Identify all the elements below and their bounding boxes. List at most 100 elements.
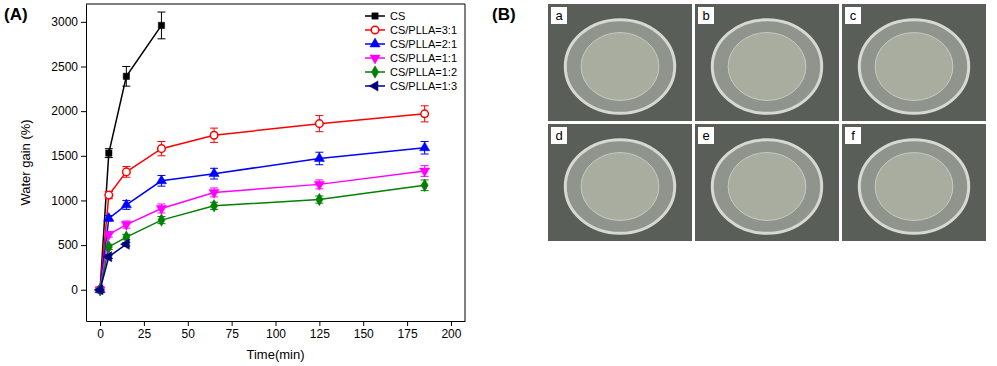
- error-bar-cap: [421, 154, 429, 155]
- photo-label-box: [845, 127, 861, 144]
- y-tick-label: 3000: [51, 15, 78, 29]
- marker: [210, 200, 217, 212]
- x-axis-title: Time(min): [246, 347, 304, 362]
- error-bar: [105, 192, 113, 199]
- legend-label: CS/PLLA=1:2: [390, 66, 457, 78]
- y-tick: 3000: [51, 15, 86, 29]
- legend-label: CS/PLLA=3:1: [390, 24, 457, 36]
- y-tick-label: 2500: [51, 60, 78, 74]
- photo: b: [695, 4, 839, 121]
- legend-item: CS/PLLA=1:1: [365, 52, 457, 64]
- legend-item: CS/PLLA=2:1: [365, 38, 457, 50]
- legend-marker: [371, 66, 378, 78]
- y-tick-label: 2000: [51, 104, 78, 118]
- error-bar: [157, 12, 165, 39]
- x-tick: 75: [225, 321, 239, 341]
- photo: a: [548, 4, 692, 121]
- series-line: [100, 25, 161, 289]
- error-bar-cap: [122, 177, 130, 178]
- y-tick-mark: [81, 200, 86, 201]
- error-bar-cap: [122, 220, 130, 221]
- error-bar-cap: [157, 186, 165, 187]
- photo: f: [842, 124, 986, 241]
- photo: d: [548, 124, 692, 241]
- y-tick-label: 500: [58, 238, 78, 252]
- error-bar-cap: [315, 164, 323, 165]
- x-tick-label: 100: [266, 327, 286, 341]
- error-bar: [105, 149, 113, 158]
- photo-background: [548, 4, 692, 121]
- marker: [158, 145, 166, 153]
- error-bar-cap: [105, 148, 113, 149]
- photo-label: e: [702, 128, 709, 143]
- marker: [121, 222, 131, 231]
- error-bar-cap: [157, 141, 165, 142]
- y-axis: 050010001500200025003000: [51, 5, 86, 322]
- x-tick-mark: [451, 321, 452, 326]
- x-tick-mark: [144, 321, 145, 326]
- panel-label: (B): [492, 5, 516, 24]
- x-tick-label: 50: [182, 327, 196, 341]
- y-tick-label: 1500: [51, 149, 78, 163]
- x-tick-label: 75: [225, 327, 239, 341]
- x-tick-label: 125: [310, 327, 330, 341]
- photo: c: [842, 4, 986, 121]
- legend-label: CS/PLLA=2:1: [390, 38, 457, 50]
- series-line: [100, 114, 425, 290]
- photo-label-box: [551, 127, 567, 144]
- plot-area: [94, 12, 430, 296]
- legend-marker: [371, 26, 379, 34]
- marker: [316, 193, 323, 205]
- marker: [209, 168, 219, 177]
- marker: [156, 175, 166, 184]
- marker: [94, 285, 103, 295]
- x-tick: 50: [182, 321, 196, 341]
- legend-marker: [372, 13, 378, 19]
- legend-marker: [370, 38, 380, 47]
- y-axis-title: Water gain (%): [18, 119, 33, 205]
- y-tick-mark: [81, 245, 86, 246]
- beaker-rim: [565, 20, 674, 114]
- photo-label: b: [702, 8, 709, 23]
- photo-label: c: [850, 8, 857, 23]
- error-bar-cap: [122, 166, 130, 167]
- marker: [105, 241, 112, 253]
- series-line: [100, 148, 425, 290]
- x-tick-mark: [232, 321, 233, 326]
- error-bar-cap: [210, 142, 218, 143]
- marker: [421, 110, 429, 118]
- beaker-rim: [712, 20, 821, 114]
- marker: [420, 142, 430, 151]
- x-tick-mark: [319, 321, 320, 326]
- legend: CS CS/PLLA=3:1 CS/PLLA=2:1 CS/PLLA=1:1 CS/PL…: [365, 10, 457, 92]
- error-bar-cap: [157, 38, 165, 39]
- y-tick: 0: [71, 283, 86, 297]
- y-tick: 2000: [51, 104, 86, 118]
- error-bar: [157, 142, 165, 156]
- series-line: [100, 185, 425, 289]
- series: [95, 166, 430, 296]
- photo-background: [695, 124, 839, 241]
- photo: e: [695, 124, 839, 241]
- marker: [106, 150, 112, 156]
- y-tick-label: 0: [71, 283, 78, 297]
- beaker-base: [875, 153, 953, 221]
- x-tick: 175: [398, 321, 418, 341]
- error-bar: [421, 106, 429, 122]
- legend-marker: [370, 55, 380, 64]
- legend-label: CS: [390, 10, 405, 22]
- marker: [104, 212, 114, 221]
- beaker-base: [875, 33, 953, 101]
- legend-item: CS: [365, 10, 405, 22]
- x-tick-label: 200: [441, 327, 461, 341]
- marker: [421, 179, 428, 191]
- legend-item: CS/PLLA=3:1: [365, 24, 457, 36]
- error-bar: [421, 180, 429, 191]
- marker: [104, 231, 114, 240]
- legend-item: CS/PLLA=1:3: [365, 80, 457, 92]
- x-tick-label: 175: [398, 327, 418, 341]
- series-line: [100, 171, 425, 290]
- marker: [105, 191, 113, 199]
- legend-label: CS/PLLA=1:1: [390, 52, 457, 64]
- y-tick-mark: [81, 156, 86, 157]
